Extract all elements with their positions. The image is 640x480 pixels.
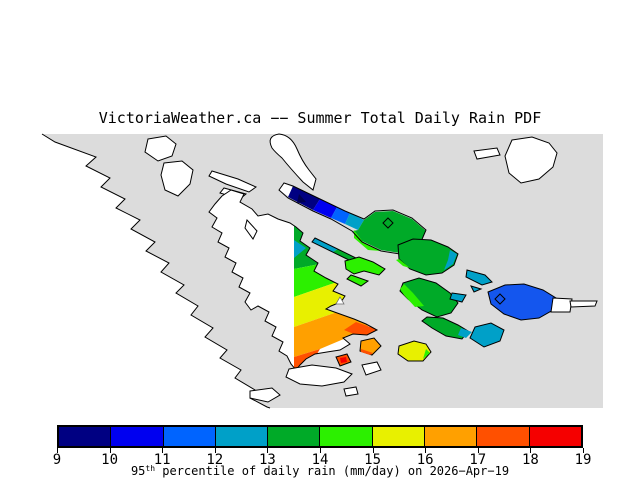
island-bottom-white-4 <box>343 386 359 397</box>
colorbar-tick-label: 18 <box>521 452 539 468</box>
colorbar-tick-label: 11 <box>153 452 171 468</box>
colorbar-tickmark <box>425 448 427 453</box>
island-kuper <box>160 160 194 197</box>
island-bottom-white-1 <box>285 364 353 387</box>
colorbar-caption: 95th percentile of daily rain (mm/day) o… <box>0 464 640 478</box>
sliver-teal-part <box>312 238 338 252</box>
colorbar-tickmark <box>109 448 111 453</box>
colorbar-tickmark <box>267 448 269 453</box>
island-bottom-white-3 <box>361 361 382 376</box>
colorbar-tickmark <box>162 448 164 453</box>
station-marker-triangle-dark <box>297 194 306 203</box>
colorbar-tickmark <box>320 448 321 453</box>
colorbar-cell <box>371 427 425 446</box>
colorbar-tick-label: 9 <box>52 452 62 468</box>
islet-red-center <box>340 357 347 363</box>
island-bottom-white-2 <box>249 387 281 403</box>
island-orcas-tail-white <box>569 300 598 308</box>
island-topright-sliver <box>473 147 501 160</box>
island-galiano-northwest <box>269 133 317 191</box>
island-pender-north-lime <box>400 284 424 307</box>
island-teal-sliver-1 <box>465 269 493 286</box>
island-orange-diamond-dark-edge <box>361 349 373 355</box>
colorbar-tick-label: 12 <box>206 452 224 468</box>
island-prevost <box>344 256 386 276</box>
colorbar-cell <box>214 427 268 446</box>
colorbar-tick-label: 14 <box>311 452 329 468</box>
colorbar-tick-label: 16 <box>416 452 434 468</box>
colorbar-tickmark <box>477 448 479 453</box>
colorbar-tickmark <box>530 448 532 453</box>
saltspring-lake <box>244 218 258 240</box>
island-orcas-east-white <box>550 297 573 313</box>
colorbar-ticks: 9 10 11 12 13 14 15 16 17 18 19 <box>53 448 591 470</box>
station-marker-triangle-open <box>335 296 345 305</box>
island-pender-south <box>421 316 469 340</box>
colorbar-tickmark <box>372 448 374 453</box>
caption-superscript: th <box>145 464 156 473</box>
caption-rest: percentile of daily rain (mm/day) on 202… <box>155 464 510 478</box>
galiano-seg-teal <box>345 213 364 230</box>
colorbar-cell <box>476 427 529 446</box>
station-marker-diamond-2 <box>494 293 506 305</box>
island-prevost-arm <box>346 274 370 287</box>
island-saltspring-outline <box>208 189 379 371</box>
island-stuart-teal <box>469 322 505 348</box>
island-thetis <box>144 135 177 162</box>
station-marker-diamond-1 <box>382 217 394 229</box>
colorbar-cell <box>424 427 477 446</box>
galiano-lime-edge <box>354 230 381 251</box>
island-topright-blob <box>504 136 558 184</box>
island-pender-south-teal-tip <box>458 328 472 338</box>
islet-teal-west-of-orcas <box>449 292 467 303</box>
colorbar <box>57 425 583 448</box>
colorbar-tick-label: 13 <box>258 452 276 468</box>
colorbar-tickmark <box>583 448 584 453</box>
island-yellow <box>397 340 432 362</box>
coastline <box>41 133 271 409</box>
island-valdes-sliver-1 <box>208 170 258 193</box>
colorbar-tick-label: 15 <box>364 452 382 468</box>
page-title: VictoriaWeather.ca −− Summer Total Daily… <box>98 109 542 127</box>
colorbar-cell <box>267 427 320 446</box>
colorbar-cell <box>162 427 215 446</box>
island-mayne-lime-corner <box>396 259 410 268</box>
colorbar-tick-label: 17 <box>469 452 487 468</box>
caption-value: 95 <box>130 464 146 478</box>
colorbar-tick-label: 19 <box>574 452 592 468</box>
colorbar-tick-label: 10 <box>101 452 119 468</box>
vancouver-island <box>38 134 270 408</box>
island-mayne-teal-edge <box>444 250 457 270</box>
colorbar-cell <box>319 427 372 446</box>
band-teal <box>294 240 306 258</box>
colorbar-cell <box>59 427 111 446</box>
galiano-outline <box>278 182 427 255</box>
island-yellow-green-tip <box>423 349 430 359</box>
colorbar-tickmark <box>214 448 216 453</box>
colorbar-cell <box>528 427 581 446</box>
galiano-seg-navy <box>288 186 320 210</box>
sliver-green-part <box>333 249 356 261</box>
island-teal-sliver-2 <box>470 285 483 293</box>
colorbar-tickmark <box>57 448 58 453</box>
colorbar-cell <box>110 427 163 446</box>
galiano-seg-blue <box>313 199 337 218</box>
